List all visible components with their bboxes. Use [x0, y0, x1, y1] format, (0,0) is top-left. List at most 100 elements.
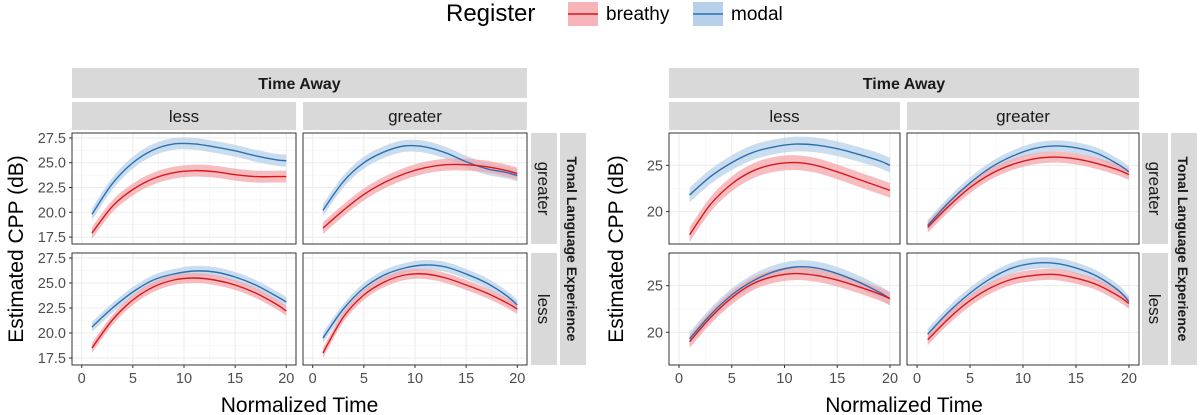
panel-greater-less	[669, 133, 900, 244]
legend-label-breathy: breathy	[606, 4, 670, 25]
facet-figure-right: Time Away less greater greater less Tona…	[605, 68, 1197, 415]
y-tick-label: 25	[647, 279, 663, 295]
series-line-modal	[322, 144, 518, 211]
y-tick-label: 20	[647, 325, 663, 341]
x-tick-label: 20	[278, 371, 294, 387]
row-group-strip	[1171, 133, 1197, 365]
col-strip-label-greater: greater	[388, 107, 442, 126]
series-line-breathy	[927, 273, 1130, 341]
col-group-strip-label: Time Away	[863, 76, 946, 93]
row-strip-label-greater: greater	[1145, 162, 1164, 216]
x-tick-label: 0	[913, 371, 921, 387]
x-tick-label: 5	[129, 371, 137, 387]
row-group-strip	[560, 133, 586, 365]
row-strip-label-less: less	[534, 294, 553, 324]
series-line-breathy	[689, 272, 891, 343]
confidence-band-breathy	[689, 155, 890, 243]
y-tick-label: 25.0	[38, 156, 66, 172]
col-strip-less	[669, 102, 900, 130]
x-tick-label: 5	[966, 371, 974, 387]
x-tick-label: 10	[407, 371, 423, 387]
row-strip-label-less: less	[1145, 294, 1164, 324]
panel-less-greater	[303, 253, 527, 365]
panel-less-greater	[907, 253, 1139, 365]
row-strip-less	[531, 253, 557, 365]
confidence-band-modal	[322, 259, 518, 343]
x-tick-label: 20	[882, 371, 898, 387]
confidence-band-breathy	[91, 164, 287, 240]
row-strip-greater	[531, 133, 557, 244]
col-strip-greater	[303, 102, 527, 130]
x-tick-label: 15	[1068, 371, 1084, 387]
y-tick-label: 25.0	[38, 276, 66, 292]
series-line-modal	[689, 266, 891, 340]
confidence-band-modal	[689, 136, 890, 203]
y-axis-title: Estimated CPP (dB)	[5, 155, 28, 343]
y-tick-label: 20.0	[38, 205, 66, 221]
col-strip-label-less: less	[169, 107, 199, 126]
y-tick-label: 20.0	[38, 326, 66, 342]
x-tick-label: 15	[829, 371, 845, 387]
y-tick-label: 27.5	[38, 251, 66, 267]
confidence-band-breathy	[91, 273, 287, 353]
legend-title: Register	[446, 0, 535, 27]
panel-border	[71, 132, 297, 245]
series-line-modal	[322, 264, 518, 339]
legend: Register breathy modal	[446, 0, 783, 27]
row-group-strip-label: Tonal Language Experience	[1175, 157, 1191, 342]
panel-border	[906, 132, 1140, 245]
confidence-band-breathy	[927, 268, 1129, 346]
x-tick-label: 10	[776, 371, 792, 387]
y-tick-label: 27.5	[38, 131, 66, 147]
panel-greater-greater	[907, 133, 1139, 244]
col-group-strip	[72, 68, 527, 98]
confidence-band-breathy	[927, 151, 1129, 233]
x-tick-label: 5	[728, 371, 736, 387]
x-axis-title: Normalized Time	[825, 394, 983, 415]
col-group-strip	[669, 68, 1139, 98]
x-tick-label: 5	[360, 371, 368, 387]
series-line-breathy	[927, 156, 1130, 228]
panel-greater-greater	[303, 133, 527, 244]
series-line-breathy	[322, 163, 518, 229]
x-tick-label: 10	[176, 371, 192, 387]
row-strip-less	[1142, 253, 1168, 365]
x-tick-label: 10	[1015, 371, 1031, 387]
panel-border	[302, 132, 528, 245]
series-line-modal	[927, 145, 1130, 226]
series-line-modal	[927, 261, 1130, 335]
y-tick-label: 20	[647, 205, 663, 221]
x-tick-label: 0	[675, 371, 683, 387]
col-strip-less	[72, 102, 296, 130]
x-tick-label: 0	[78, 371, 86, 387]
panel-greater-less	[72, 133, 296, 244]
y-tick-label: 25	[647, 158, 663, 174]
confidence-band-breathy	[689, 266, 890, 349]
facet-figure-left: Time Away less greater greater less Tona…	[5, 68, 586, 415]
series-line-breathy	[322, 273, 518, 354]
col-strip-label-less: less	[769, 107, 799, 126]
confidence-band-modal	[322, 139, 518, 217]
col-strip-greater	[907, 102, 1139, 130]
panel-less-less	[72, 253, 296, 365]
series-line-breathy	[688, 161, 891, 236]
col-strip-label-greater: greater	[996, 107, 1050, 126]
row-strip-label-greater: greater	[534, 162, 553, 216]
x-tick-label: 15	[227, 371, 243, 387]
panel-less-less	[669, 253, 900, 365]
panel-border	[668, 132, 901, 245]
confidence-band-breathy	[322, 268, 518, 358]
y-tick-label: 17.5	[38, 230, 66, 246]
col-group-strip-label: Time Away	[258, 76, 341, 93]
x-tick-label: 0	[309, 371, 317, 387]
y-tick-label: 17.5	[38, 351, 66, 367]
series-line-breathy	[91, 169, 287, 234]
row-group-strip-label: Tonal Language Experience	[564, 157, 580, 342]
series-line-breathy	[91, 277, 287, 349]
x-tick-label: 20	[509, 371, 525, 387]
row-strip-greater	[1142, 133, 1168, 244]
series-line-modal	[91, 142, 287, 215]
y-tick-label: 22.5	[38, 181, 66, 197]
legend-label-modal: modal	[731, 4, 783, 25]
